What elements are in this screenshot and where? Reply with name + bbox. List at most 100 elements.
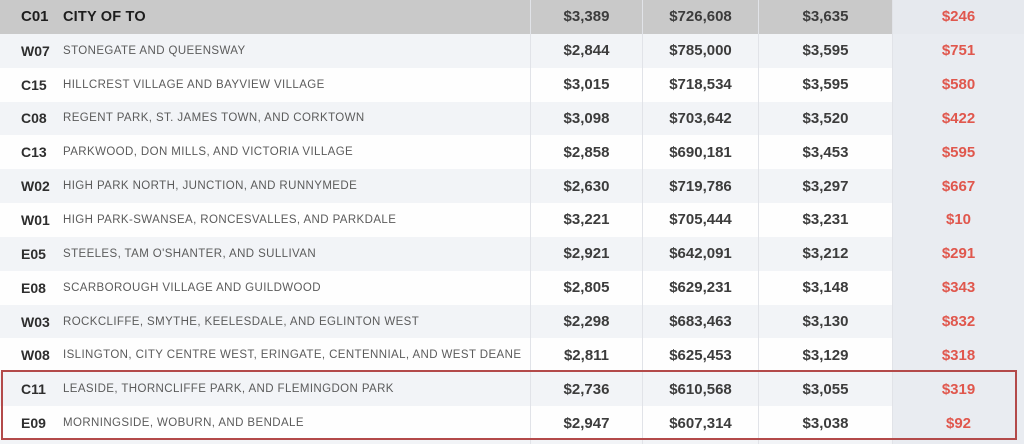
value-cell-3: $3,297 (758, 169, 892, 204)
neighbourhood-name: HIGH PARK NORTH, JUNCTION, AND RUNNYMEDE (62, 169, 530, 204)
value-cell-1: $2,298 (530, 304, 642, 339)
neighbourhood-name: REGENT PARK, ST. JAMES TOWN, AND CORKTOW… (62, 101, 530, 136)
table-row[interactable]: E09 MORNINGSIDE, WOBURN, AND BENDALE $2,… (0, 406, 1024, 440)
table-row[interactable]: E08 SCARBOROUGH VILLAGE AND GUILDWOOD $2… (0, 270, 1024, 305)
partial-next-row (0, 439, 1024, 444)
district-code: C15 (0, 67, 62, 102)
district-code: C13 (0, 135, 62, 170)
district-code: E05 (0, 236, 62, 271)
value-cell-3: $3,038 (758, 406, 892, 440)
value-cell-4: $343 (892, 270, 1024, 305)
neighbourhood-name: LEASIDE, THORNCLIFFE PARK, AND FLEMINGDO… (62, 372, 530, 407)
partial-cell (530, 439, 642, 444)
value-cell-3: $3,148 (758, 270, 892, 305)
value-cell-2: $642,091 (642, 236, 758, 271)
table-row[interactable]: C08 REGENT PARK, ST. JAMES TOWN, AND COR… (0, 101, 1024, 136)
value-cell-2: $785,000 (642, 33, 758, 68)
value-cell-2: $718,534 (642, 67, 758, 102)
value-cell-1: $2,947 (530, 406, 642, 440)
value-cell-2: $629,231 (642, 270, 758, 305)
value-cell-1: $2,811 (530, 338, 642, 373)
value-cell-4: $422 (892, 101, 1024, 136)
table-row[interactable]: C01 CITY OF TO $3,389 $726,608 $3,635 $2… (0, 0, 1024, 34)
district-code: C11 (0, 372, 62, 407)
value-cell-3: $3,231 (758, 203, 892, 237)
value-cell-1: $3,389 (530, 0, 642, 34)
value-cell-2: $610,568 (642, 372, 758, 407)
value-cell-4: $291 (892, 236, 1024, 271)
table-row[interactable]: C15 HILLCREST VILLAGE AND BAYVIEW VILLAG… (0, 67, 1024, 102)
district-code: W01 (0, 203, 62, 237)
value-cell-4: $318 (892, 338, 1024, 373)
value-cell-3: $3,595 (758, 33, 892, 68)
value-cell-1: $3,221 (530, 203, 642, 237)
value-cell-2: $683,463 (642, 304, 758, 339)
neighbourhood-name: MORNINGSIDE, WOBURN, AND BENDALE (62, 406, 530, 440)
district-code: E08 (0, 270, 62, 305)
value-cell-4: $667 (892, 169, 1024, 204)
value-cell-4: $246 (892, 0, 1024, 34)
partial-cell (62, 439, 530, 444)
value-cell-1: $2,736 (530, 372, 642, 407)
neighbourhood-name: STEELES, TAM O'SHANTER, AND SULLIVAN (62, 236, 530, 271)
value-cell-2: $719,786 (642, 169, 758, 204)
value-cell-1: $2,805 (530, 270, 642, 305)
district-code: C08 (0, 101, 62, 136)
value-cell-2: $625,453 (642, 338, 758, 373)
neighbourhood-name: STONEGATE AND QUEENSWAY (62, 33, 530, 68)
value-cell-2: $607,314 (642, 406, 758, 440)
neighbourhood-name: ROCKCLIFFE, SMYTHE, KEELESDALE, AND EGLI… (62, 304, 530, 339)
neighbourhood-name: HIGH PARK-SWANSEA, RONCESVALLES, AND PAR… (62, 203, 530, 237)
table-row[interactable]: C11 LEASIDE, THORNCLIFFE PARK, AND FLEMI… (0, 372, 1024, 407)
table-row[interactable]: W08 ISLINGTON, CITY CENTRE WEST, ERINGAT… (0, 338, 1024, 373)
partial-cell (642, 439, 758, 444)
value-cell-2: $705,444 (642, 203, 758, 237)
district-code: E09 (0, 406, 62, 440)
value-cell-1: $2,630 (530, 169, 642, 204)
value-cell-2: $726,608 (642, 0, 758, 34)
value-cell-4: $580 (892, 67, 1024, 102)
value-cell-4: $319 (892, 372, 1024, 407)
table-row[interactable]: C13 PARKWOOD, DON MILLS, AND VICTORIA VI… (0, 135, 1024, 170)
table-row[interactable]: E05 STEELES, TAM O'SHANTER, AND SULLIVAN… (0, 236, 1024, 271)
district-code: C01 (0, 0, 62, 34)
value-cell-1: $2,921 (530, 236, 642, 271)
neighbourhood-name: PARKWOOD, DON MILLS, AND VICTORIA VILLAG… (62, 135, 530, 170)
partial-cell (758, 439, 892, 444)
value-cell-1: $2,844 (530, 33, 642, 68)
value-cell-1: $3,098 (530, 101, 642, 136)
value-cell-1: $2,858 (530, 135, 642, 170)
table-row[interactable]: W07 STONEGATE AND QUEENSWAY $2,844 $785,… (0, 33, 1024, 68)
district-code: W02 (0, 169, 62, 204)
value-cell-1: $3,015 (530, 67, 642, 102)
value-cell-3: $3,130 (758, 304, 892, 339)
value-cell-3: $3,520 (758, 101, 892, 136)
value-cell-3: $3,129 (758, 338, 892, 373)
district-code: W08 (0, 338, 62, 373)
partial-cell (0, 439, 62, 444)
neighbourhood-name: SCARBOROUGH VILLAGE AND GUILDWOOD (62, 270, 530, 305)
value-cell-3: $3,055 (758, 372, 892, 407)
value-cell-4: $10 (892, 203, 1024, 237)
neighbourhood-name: ISLINGTON, CITY CENTRE WEST, ERINGATE, C… (62, 338, 530, 373)
value-cell-3: $3,453 (758, 135, 892, 170)
partial-cell (892, 439, 1024, 444)
value-cell-2: $703,642 (642, 101, 758, 136)
table-row[interactable]: W03 ROCKCLIFFE, SMYTHE, KEELESDALE, AND … (0, 304, 1024, 339)
neighbourhood-name: CITY OF TO (62, 0, 530, 34)
value-cell-4: $595 (892, 135, 1024, 170)
district-code: W03 (0, 304, 62, 339)
value-cell-3: $3,635 (758, 0, 892, 34)
table-row[interactable]: W02 HIGH PARK NORTH, JUNCTION, AND RUNNY… (0, 169, 1024, 204)
value-cell-4: $751 (892, 33, 1024, 68)
table-row[interactable]: W01 HIGH PARK-SWANSEA, RONCESVALLES, AND… (0, 203, 1024, 237)
value-cell-3: $3,212 (758, 236, 892, 271)
neighbourhood-name: HILLCREST VILLAGE AND BAYVIEW VILLAGE (62, 67, 530, 102)
district-code: W07 (0, 33, 62, 68)
value-cell-2: $690,181 (642, 135, 758, 170)
value-cell-4: $832 (892, 304, 1024, 339)
value-cell-4: $92 (892, 406, 1024, 440)
value-cell-3: $3,595 (758, 67, 892, 102)
